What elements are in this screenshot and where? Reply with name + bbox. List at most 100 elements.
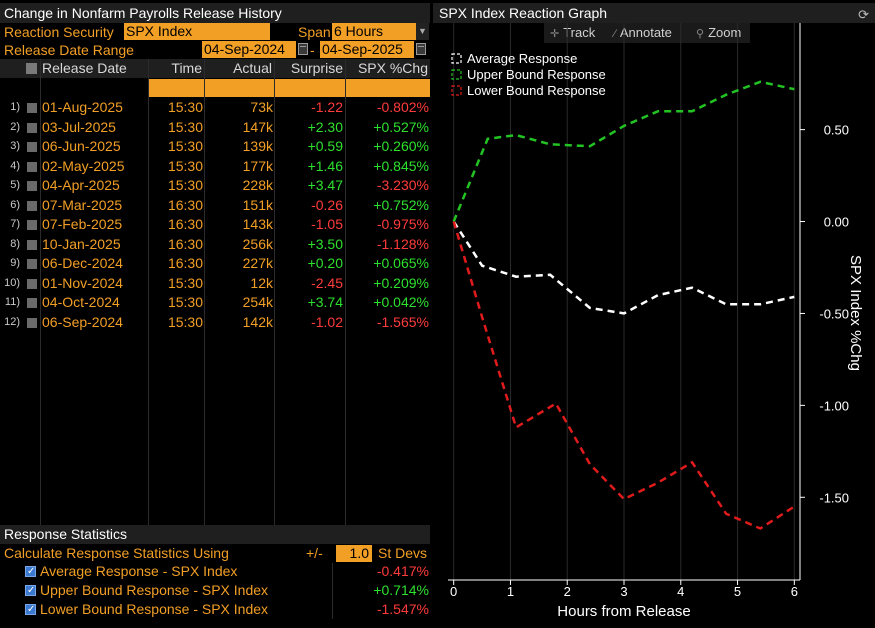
row-index: 4) (10, 159, 20, 172)
span-select[interactable]: 6 Hours (332, 23, 416, 40)
table-row[interactable]: 9) 06-Dec-2024 16:30 227k +0.20 +0.065% (0, 254, 430, 274)
surprise-cell: -1.22 (311, 99, 343, 115)
legend-swatch (451, 69, 462, 80)
stat-value: +0.714% (373, 582, 429, 598)
row-index: 12) (4, 315, 20, 328)
table-row[interactable]: 4) 02-May-2025 15:30 177k +1.46 +0.845% (0, 157, 430, 177)
stat-label: Upper Bound Response - SPX Index (40, 582, 269, 598)
table-row[interactable]: 1) 01-Aug-2025 15:30 73k -1.22 -0.802% (0, 98, 430, 118)
plus-minus-label: +/- (306, 545, 323, 561)
row-index: 2) (10, 120, 20, 133)
table-row[interactable]: 8) 10-Jan-2025 16:30 256k +3.50 -1.128% (0, 235, 430, 255)
calendar-icon[interactable] (298, 43, 308, 55)
spx-chg-cell: +0.042% (373, 294, 429, 310)
col-header-spx-chg[interactable]: SPX %Chg (346, 59, 430, 78)
span-label: Span (298, 24, 331, 40)
row-select-checkbox[interactable] (27, 259, 37, 269)
stat-label: Lower Bound Response - SPX Index (40, 601, 269, 617)
row-select-checkbox[interactable] (27, 278, 37, 289)
x-tick-label: 1 (507, 584, 514, 599)
time-cell: 15:30 (167, 157, 203, 174)
table-row[interactable]: 3) 06-Jun-2025 15:30 139k +0.59 +0.260% (0, 137, 430, 157)
row-select-checkbox[interactable] (27, 317, 37, 328)
std-devs-input[interactable]: 1.0 (336, 545, 372, 562)
col-header-time[interactable]: Time (149, 59, 204, 78)
track-button[interactable]: ✛ Track (550, 25, 596, 40)
stat-label: Average Response - SPX Index (40, 563, 238, 579)
table-row[interactable]: 10) 01-Nov-2024 15:30 12k -2.45 +0.209% (0, 274, 430, 294)
select-all-checkbox[interactable] (26, 63, 37, 74)
span-dropdown-icon[interactable]: ▼ (416, 23, 429, 40)
row-select-checkbox[interactable] (27, 220, 37, 230)
lower-bound-checkbox[interactable] (25, 600, 36, 619)
y-tick-label: -1.50 (819, 490, 849, 505)
reaction-security-label: Reaction Security (4, 24, 114, 40)
row-select-checkbox[interactable] (27, 161, 37, 172)
table-row[interactable]: 6) 07-Mar-2025 16:30 151k -0.26 +0.752% (0, 196, 430, 216)
release-date-cell: 10-Jan-2025 (42, 235, 121, 252)
panel-title: Change in Nonfarm Payrolls Release Histo… (0, 3, 430, 23)
range-separator: - (310, 42, 315, 58)
series-line-lower-bound-response (452, 221, 795, 530)
filter-cell-surprise[interactable] (275, 79, 345, 97)
filter-cell-time[interactable] (149, 79, 204, 97)
reaction-security-input[interactable]: SPX Index (124, 23, 270, 40)
time-cell: 16:30 (167, 196, 203, 213)
col-header-actual[interactable]: Actual (205, 59, 274, 78)
range-end-input[interactable]: 04-Sep-2025 (320, 41, 414, 58)
release-date-cell: 03-Jul-2025 (42, 118, 116, 135)
surprise-cell: +1.46 (307, 157, 343, 174)
row-select-checkbox[interactable] (27, 122, 37, 133)
table-row[interactable]: 12) 06-Sep-2024 15:30 142k -1.02 -1.565% (0, 313, 430, 333)
x-tick-label: 3 (620, 584, 627, 599)
series-line-upper-bound-response (452, 80, 795, 222)
annotate-button[interactable]: ∕ Annotate (614, 25, 672, 40)
table-row[interactable]: 5) 04-Apr-2025 15:30 228k +3.47 -3.230% (0, 176, 430, 196)
calendar-icon[interactable] (416, 43, 426, 55)
surprise-cell: +3.74 (307, 294, 343, 310)
refresh-icon[interactable]: ⟳ (858, 7, 869, 22)
reaction-graph-panel: SPX Index Reaction Graph ⟳ ✛ Track ∕ Annot… (433, 0, 875, 628)
upper-bound-checkbox[interactable] (25, 581, 36, 600)
spx-chg-cell: +0.752% (373, 196, 429, 213)
y-tick-label: -0.50 (819, 306, 849, 321)
row-index: 11) (4, 296, 20, 308)
row-select-checkbox[interactable] (27, 298, 37, 308)
spx-chg-cell: +0.065% (373, 255, 429, 271)
row-select-checkbox[interactable] (27, 200, 37, 211)
x-tick-label: 2 (564, 584, 571, 599)
row-select-checkbox[interactable] (27, 181, 37, 191)
col-header-surprise[interactable]: Surprise (275, 59, 345, 78)
legend-label: Upper Bound Response (467, 67, 606, 82)
filter-cell-actual[interactable] (205, 79, 274, 97)
zoom-button[interactable]: ⚲ Zoom (696, 25, 742, 40)
actual-cell: 177k (242, 157, 273, 174)
graph-toolbar: ✛ Track ∕ Annotate ⚲ Zoom (544, 23, 750, 43)
header-select-cell (0, 59, 40, 78)
col-header-release-date[interactable]: Release Date (41, 59, 148, 78)
reaction-chart[interactable]: 0.50 0.00 -0.50 -1.00 -1.50 0 1 2 3 4 5 6 Hours from… (433, 23, 875, 628)
release-range-label: Release Date Range (4, 42, 134, 58)
table-row[interactable]: 7) 07-Feb-2025 16:30 143k -1.05 -0.975% (0, 215, 430, 235)
row-select-checkbox[interactable] (27, 239, 37, 250)
release-date-cell: 01-Nov-2024 (42, 274, 123, 291)
stat-row-average: Average Response - SPX Index -0.417% (0, 562, 430, 581)
table-row[interactable]: 2) 03-Jul-2025 15:30 147k +2.30 +0.527% (0, 118, 430, 138)
range-start-input[interactable]: 04-Sep-2024 (202, 41, 296, 58)
surprise-cell: +3.47 (307, 177, 343, 193)
average-checkbox[interactable] (25, 562, 36, 581)
release-history-panel: Change in Nonfarm Payrolls Release Histo… (0, 0, 430, 628)
table-row[interactable]: 11) 04-Oct-2024 15:30 254k +3.74 +0.042% (0, 293, 430, 313)
surprise-cell: -2.45 (311, 274, 343, 291)
x-axis-label: Hours from Release (557, 603, 690, 620)
time-cell: 15:30 (167, 177, 203, 193)
time-cell: 16:30 (167, 235, 203, 252)
stats-title: Response Statistics (0, 525, 430, 544)
time-cell: 16:30 (167, 216, 203, 232)
graph-title-text: SPX Index Reaction Graph (439, 5, 608, 21)
column-divider (332, 563, 333, 619)
actual-cell: 147k (242, 118, 273, 135)
filter-cell-spx-chg[interactable] (346, 79, 430, 97)
row-select-checkbox[interactable] (27, 142, 37, 152)
row-select-checkbox[interactable] (27, 103, 37, 113)
